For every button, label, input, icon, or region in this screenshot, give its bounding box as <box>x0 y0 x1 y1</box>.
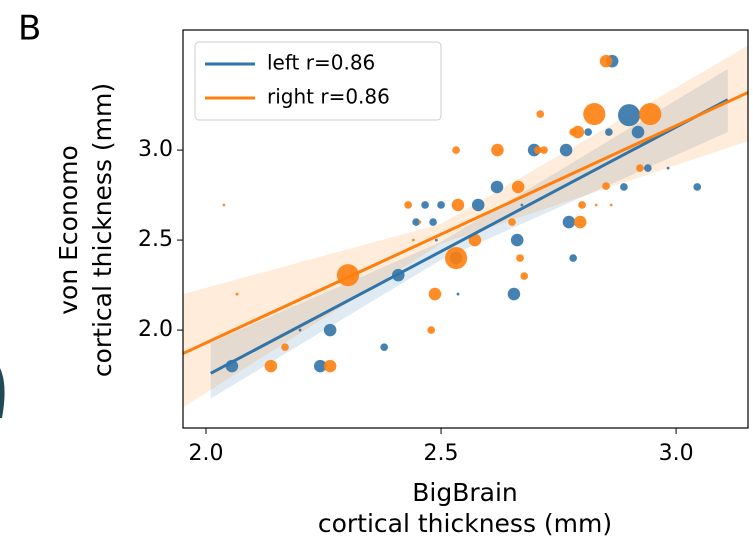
point <box>644 164 652 172</box>
point <box>323 359 337 373</box>
plot-area <box>183 45 748 408</box>
point <box>639 102 662 126</box>
point <box>490 180 504 194</box>
point <box>618 104 641 127</box>
point <box>520 203 524 207</box>
point <box>571 125 585 139</box>
point <box>298 328 302 332</box>
point <box>235 292 239 296</box>
x-tick-label: 3.0 <box>659 441 694 466</box>
plot-frame <box>182 29 749 429</box>
point <box>404 201 412 209</box>
legend-box <box>194 41 442 121</box>
point <box>222 203 226 207</box>
point <box>380 343 389 352</box>
point <box>468 233 482 247</box>
point <box>418 220 422 224</box>
point <box>631 125 645 139</box>
point <box>599 54 613 68</box>
point <box>520 272 529 280</box>
point <box>534 146 542 154</box>
point <box>511 180 525 194</box>
point <box>666 166 670 170</box>
figure-fragment <box>0 368 5 418</box>
point <box>508 218 516 226</box>
point <box>562 215 576 229</box>
y-tick-label: 2.0 <box>138 317 173 342</box>
x-tick-label: 2.5 <box>424 441 459 466</box>
confidence-band <box>183 45 748 408</box>
point <box>584 128 593 136</box>
point <box>445 247 468 270</box>
point <box>437 201 445 209</box>
point <box>323 323 337 337</box>
point <box>313 359 327 373</box>
point <box>540 146 548 154</box>
point <box>434 238 438 242</box>
panel-label: B <box>18 9 41 49</box>
point <box>411 238 415 242</box>
point <box>281 343 289 352</box>
point <box>583 102 606 126</box>
y-axis-label: von Economo <box>54 145 83 315</box>
x-axis-label: cortical thickness (mm) <box>318 509 612 538</box>
fit-line <box>210 98 729 375</box>
point <box>602 182 610 190</box>
point <box>428 287 442 301</box>
point <box>421 201 429 209</box>
point <box>427 326 436 334</box>
point <box>693 183 702 191</box>
point <box>456 292 460 296</box>
legend-label: left r=0.86 <box>267 51 375 75</box>
legend-label: right r=0.86 <box>267 85 390 109</box>
point <box>559 143 573 157</box>
y-tick-label: 2.5 <box>138 227 173 252</box>
confidence-band <box>210 69 728 399</box>
point <box>510 233 524 247</box>
x-axis-label: BigBrain <box>412 478 518 507</box>
point <box>412 218 420 226</box>
point <box>536 110 545 118</box>
point <box>569 254 577 262</box>
point <box>491 143 504 157</box>
point <box>452 146 460 154</box>
point <box>507 287 521 301</box>
fit-line <box>183 91 748 355</box>
point <box>471 198 485 212</box>
point <box>429 218 437 226</box>
point <box>573 215 587 229</box>
point <box>516 254 524 262</box>
point <box>264 359 278 373</box>
point <box>636 164 644 172</box>
point <box>578 201 586 209</box>
point <box>609 203 613 207</box>
y-tick-label: 3.0 <box>138 137 173 162</box>
point <box>451 198 465 212</box>
point <box>620 183 628 191</box>
y-axis-label: cortical thickness (mm) <box>88 83 117 377</box>
x-tick-label: 2.0 <box>189 441 224 466</box>
point <box>594 203 598 207</box>
point <box>605 128 613 136</box>
